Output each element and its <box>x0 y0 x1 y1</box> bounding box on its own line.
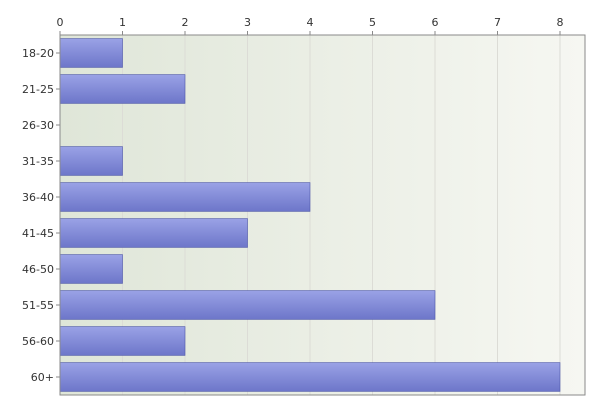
bar-51-55 <box>59 290 436 320</box>
x-tick-labels: 0 1 2 3 4 5 6 7 8 <box>57 16 564 35</box>
y-tick-label: 51-55 <box>22 299 54 312</box>
x-tick-label: 5 <box>369 16 376 29</box>
bar-56-60 <box>59 326 186 356</box>
x-tick-label: 4 <box>307 16 314 29</box>
x-tick-label: 7 <box>494 16 501 29</box>
x-tick-label: 0 <box>57 16 64 29</box>
y-tick-label: 36-40 <box>22 191 54 204</box>
y-tick-label: 41-45 <box>22 227 54 240</box>
y-tick-label: 26-30 <box>22 119 54 132</box>
bars <box>59 38 561 392</box>
bar-36-40 <box>59 182 311 212</box>
y-tick-labels: 18-20 21-25 26-30 31-35 36-40 41-45 46-50 51-55… <box>22 47 60 384</box>
y-tick-label: 56-60 <box>22 335 54 348</box>
bar-21-25 <box>59 74 186 104</box>
x-tick-label: 3 <box>244 16 251 29</box>
bar-18-20 <box>59 38 123 68</box>
x-tick-label: 1 <box>119 16 126 29</box>
y-tick-label: 21-25 <box>22 83 54 96</box>
x-tick-label: 2 <box>182 16 189 29</box>
y-tick-label: 18-20 <box>22 47 54 60</box>
bar-46-50 <box>59 254 123 284</box>
bar-60+ <box>59 362 561 392</box>
x-tick-label: 8 <box>557 16 564 29</box>
y-tick-label: 60+ <box>31 371 54 384</box>
plot-frame <box>59 34 586 396</box>
bar-31-35 <box>59 146 123 176</box>
y-tick-label: 31-35 <box>22 155 54 168</box>
y-tick-label: 46-50 <box>22 263 54 276</box>
x-tick-label: 6 <box>432 16 439 29</box>
bar-41-45 <box>59 218 248 248</box>
